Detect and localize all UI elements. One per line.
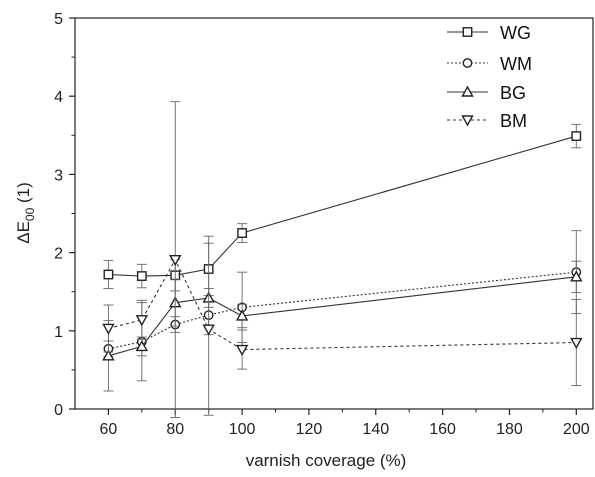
series-line — [108, 135, 577, 277]
plot-border — [74, 17, 594, 410]
plot-frame — [74, 17, 594, 410]
legend-label: BG — [500, 83, 526, 103]
y-tick-label: 3 — [54, 167, 63, 184]
data-point — [235, 344, 249, 357]
y-tick-label: 5 — [54, 11, 63, 28]
data-point — [102, 323, 115, 335]
series-layer — [102, 101, 583, 419]
data-point — [135, 315, 149, 327]
data-point — [202, 324, 215, 336]
legend: WG WM BG BM — [447, 23, 532, 131]
y-axis: 0 1 2 3 4 5 — [54, 11, 75, 419]
legend-label: WG — [500, 23, 531, 43]
data-point — [103, 269, 114, 280]
x-tick-label: 60 — [100, 421, 118, 438]
legend-marker — [461, 115, 474, 127]
data-point — [102, 349, 115, 361]
x-tick-label: 80 — [166, 421, 184, 438]
data-point — [135, 339, 149, 352]
series-wg — [103, 123, 582, 303]
y-axis-title: ΔE00 (1) — [14, 182, 37, 244]
data-point — [235, 309, 249, 321]
x-tick-label: 160 — [429, 421, 456, 438]
series-line — [108, 271, 577, 350]
data-point — [570, 270, 583, 282]
data-point — [169, 254, 182, 267]
legend-marker — [462, 27, 473, 37]
series-line — [108, 276, 577, 357]
y-axis-title-main: ΔE — [14, 221, 33, 244]
y-tick-label: 2 — [54, 246, 63, 263]
data-point — [237, 228, 247, 238]
x-tick-label: 120 — [296, 421, 323, 438]
data-point — [136, 271, 147, 281]
x-axis-title: varnish coverage (%) — [246, 451, 407, 470]
legend-marker — [462, 58, 473, 68]
x-axis: 60 80 100 120 140 160 180 200 — [100, 409, 590, 438]
x-tick-label: 200 — [563, 421, 590, 438]
y-axis-title-sub: 00 — [23, 207, 37, 221]
legend-label: WM — [500, 54, 532, 74]
data-point — [570, 337, 583, 349]
legend-label: BM — [500, 111, 527, 131]
series-bg — [102, 260, 583, 392]
y-tick-label: 1 — [54, 324, 63, 341]
data-point — [571, 131, 582, 141]
series-bm — [102, 101, 583, 419]
y-axis-title-unit: (1) — [14, 182, 33, 208]
y-tick-label: 0 — [54, 402, 63, 419]
y-tick-label: 4 — [54, 89, 63, 106]
x-tick-label: 100 — [229, 421, 256, 438]
x-tick-label: 140 — [362, 421, 389, 438]
x-tick-label: 180 — [496, 421, 523, 438]
legend-marker — [461, 85, 474, 97]
